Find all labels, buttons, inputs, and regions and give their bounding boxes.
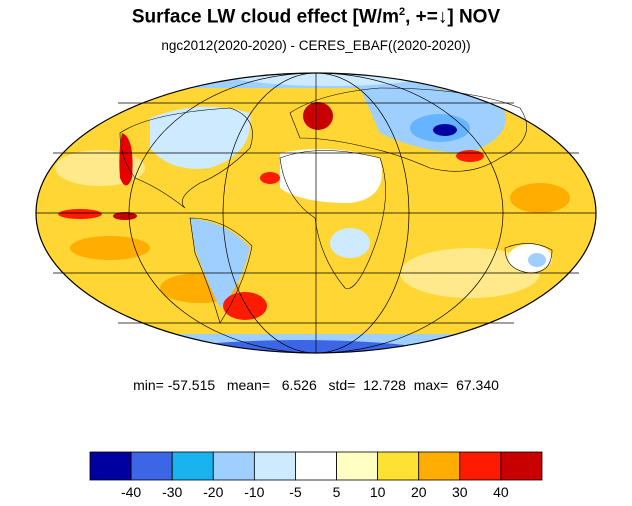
australia-core (528, 253, 546, 267)
colorbar-box (253, 451, 296, 481)
stat-max: 67.340 (456, 377, 499, 393)
colorbar-box (212, 451, 255, 481)
colorbar-box (500, 451, 543, 481)
colorbar-box (336, 451, 379, 481)
colorbar-box (130, 451, 173, 481)
orange-patch (510, 183, 570, 213)
colorbar-tick-label: -10 (244, 484, 264, 500)
siberia-deep (433, 124, 457, 136)
stat-mean: 6.526 (281, 377, 317, 393)
colorbar: -40 -30 -20 -10 -5 5 10 20 30 40 (89, 451, 543, 500)
tropical-pacific-band (58, 209, 102, 219)
colorbar-tick-label: 10 (370, 484, 386, 500)
sahara-region (280, 149, 382, 203)
orange-patch (70, 236, 150, 260)
colorbar-ticks: -40 -30 -20 -10 -5 5 10 20 30 40 (121, 484, 509, 500)
colorbar-box (377, 451, 420, 481)
colorbar-tick-label: -20 (203, 484, 223, 500)
colorbar-tick-label: 30 (452, 484, 468, 500)
western-europe-region (303, 102, 333, 130)
tropical-pacific-band (113, 212, 137, 220)
stat-min: -57.515 (167, 377, 216, 393)
stat-std: 12.728 (363, 377, 406, 393)
colorbar-tick-label: 20 (411, 484, 427, 500)
colorbar-box (418, 451, 461, 481)
colorbar-box (89, 451, 132, 481)
west-coast-na-region (119, 133, 133, 186)
plot-title: Surface LW cloud effect [W/m2, +=↓] NOV (0, 6, 632, 28)
colorbar-box (171, 451, 214, 481)
title-superscript: 2 (398, 6, 406, 18)
southern-south-america-region (223, 292, 267, 320)
colorbar-box (295, 451, 337, 481)
title-text: Surface LW cloud effect [W/m (131, 6, 399, 28)
colorbar-tick-label: 5 (333, 484, 341, 500)
south-america-land (190, 218, 250, 308)
title-suffix: , +=↓] NOV (405, 6, 501, 28)
south-asia-region (456, 150, 484, 162)
mollweide-map (35, 72, 597, 354)
colorbar-boxes (89, 451, 543, 481)
colorbar-tick-label: -40 (121, 484, 141, 500)
plot-subtitle: ngc2012(2020-2020) - CERES_EBAF((2020-20… (161, 38, 471, 53)
globe-border (35, 72, 597, 354)
central-africa (330, 228, 370, 258)
colorbar-box (459, 451, 502, 481)
colorbar-tick-label: -5 (289, 484, 302, 500)
west-africa-coast (260, 172, 280, 184)
statistics-line: min= -57.515 mean= 6.526 std= 12.728 max… (133, 377, 499, 393)
colorbar-tick-label: 40 (493, 484, 509, 500)
colorbar-tick-label: -30 (162, 484, 182, 500)
